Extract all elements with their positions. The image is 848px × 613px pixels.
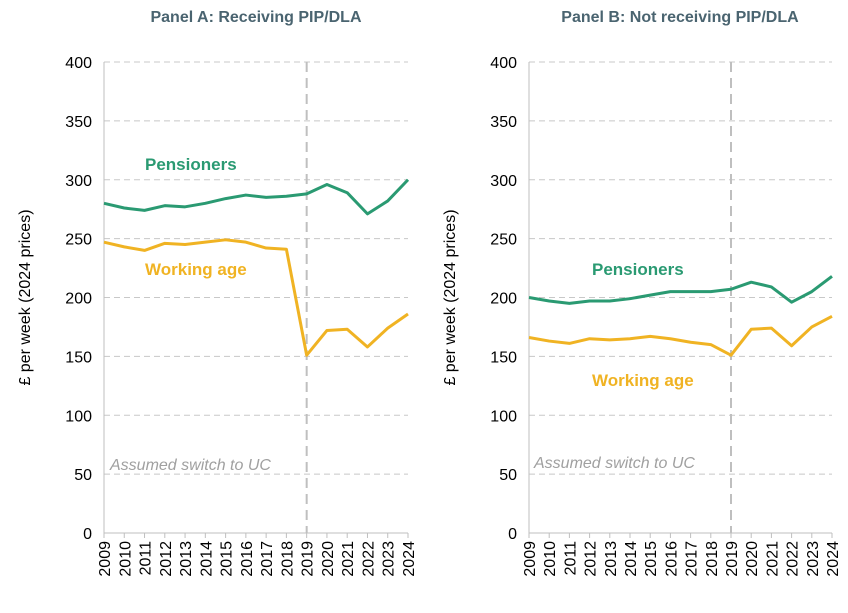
y-tick-label: 200 <box>65 291 92 308</box>
series-line-working-age <box>528 315 833 357</box>
y-tick-label: 50 <box>74 467 92 484</box>
panel-b: Panel B: Not receiving PIP/DLA 0 50 100 150 2… <box>442 9 842 577</box>
series-label: Working age <box>592 371 694 390</box>
x-tick-label: 2023 <box>381 541 398 577</box>
x-tick-label: 2010 <box>117 541 134 577</box>
annotation-uc-switch: Assumed switch to UC <box>533 455 695 472</box>
y-tick-label: 400 <box>490 55 517 72</box>
series-label: Pensioners <box>145 155 237 174</box>
x-tick-label: 2014 <box>198 541 215 577</box>
x-tick-label: 2011 <box>138 541 155 576</box>
y-tick-label: 300 <box>490 173 517 190</box>
x-tick-label: 2016 <box>663 541 680 577</box>
series-line-pensioners <box>103 178 410 216</box>
x-tick-label: 2020 <box>320 541 337 577</box>
series-line-working-age <box>103 238 409 357</box>
y-tick-label: 350 <box>490 114 517 131</box>
y-axis-label: £ per week (2024 prices) <box>442 209 459 385</box>
y-tick-label: 0 <box>83 526 92 543</box>
y-tick-label: 300 <box>65 173 92 190</box>
y-tick-label: 100 <box>490 408 517 425</box>
x-tick-label: 2018 <box>704 541 721 577</box>
x-tick-label: 2018 <box>279 541 296 577</box>
y-tick-label: 200 <box>490 291 517 308</box>
series-line-pensioners <box>528 275 833 305</box>
x-tick-label: 2019 <box>300 541 317 577</box>
x-tick-label: 2024 <box>825 541 842 577</box>
x-tick-label: 2021 <box>764 541 781 577</box>
x-tick-label: 2011 <box>562 541 579 576</box>
annotation-uc-switch: Assumed switch to UC <box>109 457 271 474</box>
x-tick-label: 2012 <box>583 541 600 577</box>
series-label: Pensioners <box>592 260 684 279</box>
x-tick-label: 2015 <box>219 541 236 577</box>
panel-title: Panel A: Receiving PIP/DLA <box>150 9 361 26</box>
x-tick-label: 2013 <box>178 541 195 577</box>
y-tick-label: 250 <box>65 232 92 249</box>
x-tick-label: 2023 <box>805 541 822 577</box>
x-tick-label: 2009 <box>97 541 114 577</box>
y-tick-label: 400 <box>65 55 92 72</box>
x-tick-label: 2014 <box>623 541 640 577</box>
x-tick-label: 2021 <box>340 541 357 577</box>
y-tick-label: 150 <box>490 349 517 366</box>
y-axis-label: £ per week (2024 prices) <box>17 209 34 385</box>
series-label: Working age <box>145 260 247 279</box>
y-tick-label: 250 <box>490 232 517 249</box>
x-tick-label: 2022 <box>360 541 377 577</box>
x-tick-label: 2015 <box>643 541 660 577</box>
x-tick-label: 2016 <box>239 541 256 577</box>
x-tick-label: 2022 <box>785 541 802 577</box>
x-tick-label: 2019 <box>724 541 741 577</box>
x-tick-label: 2013 <box>603 541 620 577</box>
x-tick-label: 2017 <box>259 541 276 577</box>
x-tick-label: 2010 <box>542 541 559 577</box>
y-tick-label: 50 <box>499 467 517 484</box>
panel-title: Panel B: Not receiving PIP/DLA <box>561 9 799 26</box>
y-tick-label: 150 <box>65 349 92 366</box>
x-tick-label: 2012 <box>158 541 175 577</box>
y-tick-label: 0 <box>508 526 517 543</box>
y-tick-label: 100 <box>65 408 92 425</box>
x-tick-label: 2024 <box>401 541 418 577</box>
x-tick-label: 2017 <box>684 541 701 577</box>
y-tick-label: 350 <box>65 114 92 131</box>
panel-a: Panel A: Receiving PIP/DLA 0 50 100 150 200 25… <box>17 9 418 577</box>
x-tick-label: 2020 <box>744 541 761 577</box>
x-tick-label: 2009 <box>522 541 539 577</box>
